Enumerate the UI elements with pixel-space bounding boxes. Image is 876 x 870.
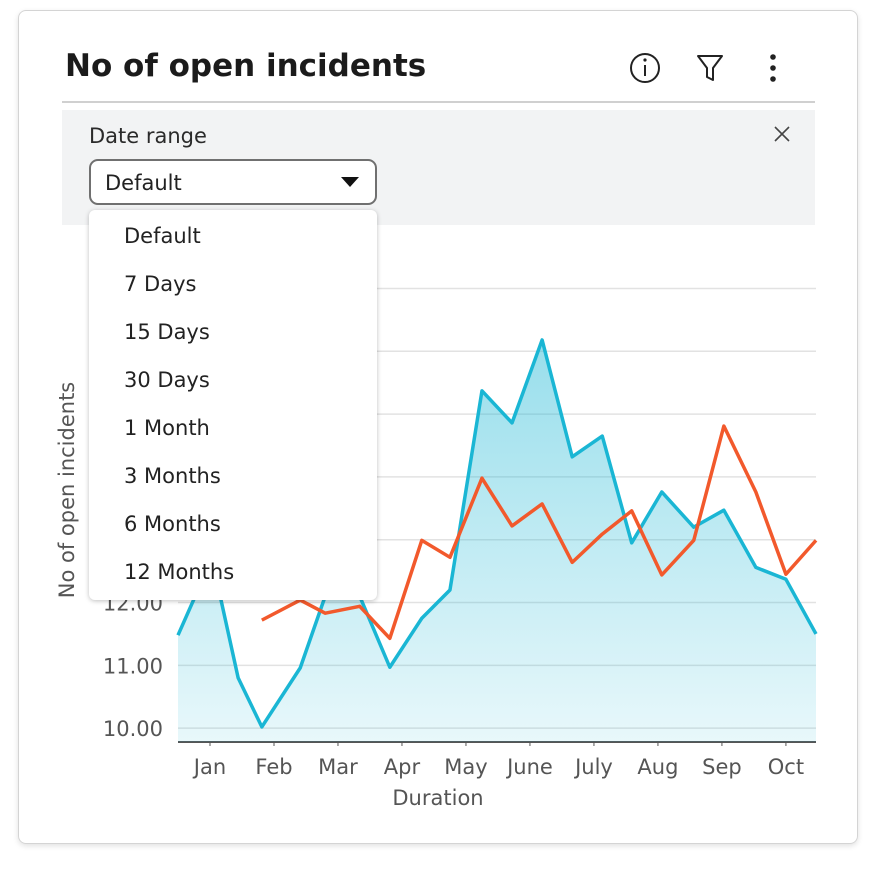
filter-label: Date range bbox=[89, 124, 207, 148]
x-tick-label: Apr bbox=[384, 755, 421, 779]
more-icon[interactable] bbox=[770, 54, 776, 82]
filter-icon[interactable] bbox=[697, 55, 723, 81]
card bbox=[18, 10, 858, 844]
dropdown-option[interactable]: 1 Month bbox=[124, 416, 210, 440]
x-tick-label: Aug bbox=[637, 755, 678, 779]
area bbox=[178, 339, 816, 742]
dropdown-menu: Default 7 Days 15 Days 30 Days 1 Month 3 Mont… bbox=[89, 210, 377, 600]
y-tick-label: 11.00 bbox=[103, 654, 163, 678]
dropdown-option[interactable]: 7 Days bbox=[124, 272, 197, 296]
x-tick-label: July bbox=[573, 755, 613, 779]
dropdown-option[interactable]: Default bbox=[124, 224, 201, 248]
x-tick-label: Oct bbox=[768, 755, 804, 779]
dropdown-option[interactable]: 6 Months bbox=[124, 512, 221, 536]
dropdown-option[interactable]: 15 Days bbox=[124, 320, 210, 344]
dropdown-option[interactable]: 12 Months bbox=[124, 560, 235, 584]
x-tick-label: Jan bbox=[192, 755, 226, 779]
card-title: No of open incidents bbox=[65, 48, 427, 84]
info-icon[interactable] bbox=[630, 53, 660, 83]
x-axis-label: Duration bbox=[392, 786, 483, 810]
x-tick-label: May bbox=[444, 755, 487, 779]
x-tick-label: Feb bbox=[255, 755, 292, 779]
dropdown-option[interactable]: 3 Months bbox=[124, 464, 221, 488]
line bbox=[176, 338, 818, 729]
filter-panel: Date range Default bbox=[62, 110, 815, 225]
toolbar bbox=[630, 53, 776, 83]
date-range-select[interactable]: Default bbox=[89, 159, 377, 205]
divider bbox=[62, 101, 815, 103]
x-tick-label: Sep bbox=[702, 755, 742, 779]
dropdown-option[interactable]: 30 Days bbox=[124, 368, 210, 392]
close-icon[interactable] bbox=[773, 125, 793, 145]
dropdown-arrow bbox=[341, 177, 359, 187]
y-tick-label: 10.00 bbox=[103, 717, 163, 741]
selected-value: Default bbox=[105, 171, 182, 195]
x-tick-label: June bbox=[505, 755, 553, 779]
y-axis-label: No of open incidents bbox=[55, 382, 79, 599]
x-tick-label: Mar bbox=[318, 755, 358, 779]
line bbox=[261, 424, 818, 641]
